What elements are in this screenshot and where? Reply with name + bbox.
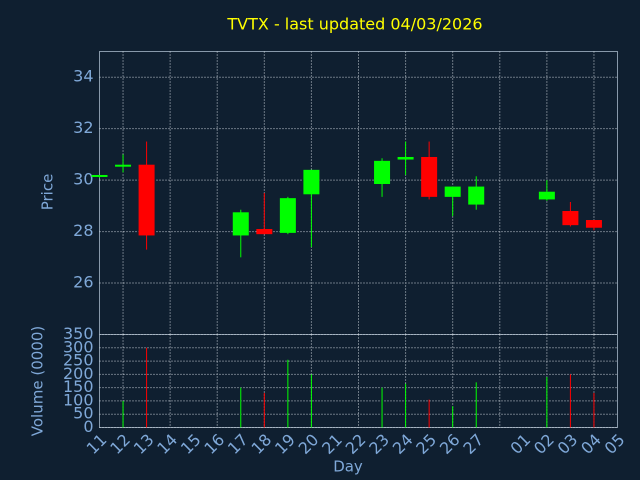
volume-tick-label: 250 <box>63 351 94 370</box>
x-tick-label: 27 <box>459 430 487 458</box>
volume-tick-label: 200 <box>63 364 94 383</box>
candle-body <box>115 164 132 167</box>
candle-body <box>279 198 296 233</box>
candle-body <box>232 212 249 236</box>
y-tick-label: 26 <box>73 273 93 292</box>
candle-body <box>91 174 108 177</box>
volume-tick-label: 300 <box>63 337 94 356</box>
volume-axis-label: Volume (0000) <box>29 326 47 436</box>
y-tick-label: 28 <box>73 221 93 240</box>
candle-body <box>138 164 155 236</box>
y-tick-label: 34 <box>73 67 93 86</box>
volume-tick-label: 0 <box>83 417 93 436</box>
y-tick-label: 32 <box>73 118 93 137</box>
candle-body <box>538 191 555 200</box>
candle-body <box>421 156 438 197</box>
candle-body <box>397 156 414 160</box>
volume-tick-label: 150 <box>63 377 94 396</box>
chart-title: TVTX - last updated 04/03/2026 <box>226 15 482 34</box>
volume-frame <box>99 334 618 428</box>
x-tick-label: 05 <box>601 430 629 458</box>
volume-tick-label: 100 <box>63 390 94 409</box>
candle-body <box>468 186 485 205</box>
y-tick-label: 30 <box>73 170 93 189</box>
x-axis-label: Day <box>333 458 363 476</box>
candle-body <box>444 186 461 197</box>
volume-tick-label: 350 <box>63 324 94 343</box>
volume-tick-label: 50 <box>73 404 93 423</box>
candle-body <box>562 211 579 226</box>
candle-body <box>303 169 320 195</box>
candle-body <box>256 229 273 235</box>
candle-body <box>585 220 602 228</box>
y-axis-label: Price <box>39 174 57 211</box>
candle-body <box>374 160 391 184</box>
